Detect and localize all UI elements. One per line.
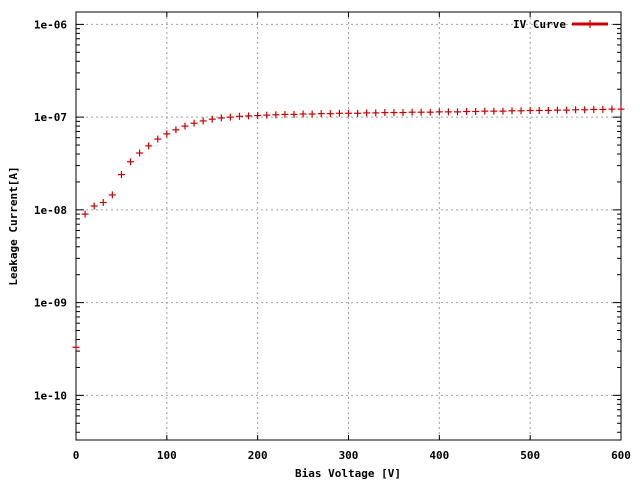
data-point bbox=[245, 112, 253, 120]
data-point bbox=[127, 158, 134, 166]
data-point bbox=[553, 106, 561, 114]
data-point bbox=[208, 115, 216, 123]
data-point bbox=[444, 108, 452, 116]
data-point bbox=[181, 122, 189, 130]
x-axis-label: Bias Voltage [V] bbox=[295, 467, 401, 480]
y-tick-label: 1e-06 bbox=[34, 18, 67, 31]
x-tick-label: 0 bbox=[73, 449, 80, 462]
data-point bbox=[617, 105, 625, 113]
data-point bbox=[417, 108, 425, 116]
data-point bbox=[308, 110, 316, 118]
data-point bbox=[263, 111, 271, 119]
data-point bbox=[472, 107, 480, 115]
data-point bbox=[490, 107, 498, 115]
data-point bbox=[236, 112, 243, 120]
data-point bbox=[426, 108, 434, 116]
x-tick-label: 400 bbox=[429, 449, 449, 462]
data-point bbox=[345, 109, 352, 117]
x-tick-label: 100 bbox=[157, 449, 177, 462]
data-point bbox=[581, 106, 589, 114]
x-tick-label: 200 bbox=[248, 449, 268, 462]
data-point bbox=[172, 126, 180, 134]
data-point bbox=[226, 113, 234, 121]
data-point bbox=[354, 109, 362, 117]
y-tick-label: 1e-09 bbox=[34, 297, 67, 310]
data-point bbox=[254, 112, 262, 120]
x-tick-label: 600 bbox=[611, 449, 631, 462]
data-point bbox=[463, 107, 471, 115]
data-point bbox=[590, 105, 598, 113]
legend-label: IV Curve bbox=[513, 18, 566, 31]
y-tick-label: 1e-07 bbox=[34, 111, 67, 124]
data-point bbox=[572, 106, 580, 114]
data-point bbox=[199, 117, 207, 125]
data-points bbox=[72, 105, 625, 351]
legend: IV Curve bbox=[513, 18, 608, 31]
data-point bbox=[517, 107, 525, 115]
data-point bbox=[217, 114, 225, 122]
data-point bbox=[290, 110, 298, 118]
data-point bbox=[190, 119, 198, 127]
x-tick-label: 300 bbox=[339, 449, 359, 462]
data-point bbox=[526, 106, 534, 114]
data-point bbox=[372, 109, 380, 117]
data-point bbox=[599, 105, 607, 113]
data-point bbox=[117, 171, 125, 179]
data-point bbox=[454, 108, 461, 116]
data-point bbox=[481, 107, 489, 115]
data-point bbox=[535, 106, 543, 114]
data-point bbox=[99, 199, 107, 207]
data-point bbox=[563, 106, 570, 114]
data-point bbox=[72, 343, 80, 351]
data-point bbox=[508, 107, 516, 115]
plot-frame bbox=[75, 11, 622, 441]
data-point bbox=[399, 109, 407, 117]
data-point bbox=[136, 149, 144, 157]
data-point bbox=[154, 135, 162, 143]
y-tick-label: 1e-10 bbox=[34, 389, 67, 402]
x-tick-label: 500 bbox=[520, 449, 540, 462]
data-point bbox=[81, 210, 89, 218]
data-point bbox=[335, 109, 343, 117]
data-point bbox=[381, 109, 389, 117]
data-point bbox=[90, 202, 98, 210]
data-point bbox=[281, 110, 289, 118]
y-axis-label: Leakage Current[A] bbox=[7, 166, 20, 285]
data-point bbox=[608, 105, 616, 113]
data-point bbox=[108, 191, 116, 199]
data-point bbox=[499, 107, 507, 115]
data-point bbox=[272, 111, 280, 119]
data-point bbox=[163, 130, 171, 138]
y-tick-label: 1e-08 bbox=[34, 204, 67, 217]
data-point bbox=[363, 109, 371, 117]
data-point bbox=[544, 106, 552, 114]
data-point bbox=[299, 110, 307, 118]
data-point bbox=[317, 110, 325, 118]
axis-ticks: 0 100 200 300 400 500 600 1e-10 1e-09 1e-08 1e-07 1… bbox=[34, 12, 631, 462]
data-point bbox=[326, 110, 334, 118]
data-point bbox=[390, 109, 398, 117]
data-point bbox=[435, 108, 443, 116]
grid-lines bbox=[76, 12, 621, 440]
data-point bbox=[145, 142, 153, 150]
data-point bbox=[408, 108, 416, 116]
